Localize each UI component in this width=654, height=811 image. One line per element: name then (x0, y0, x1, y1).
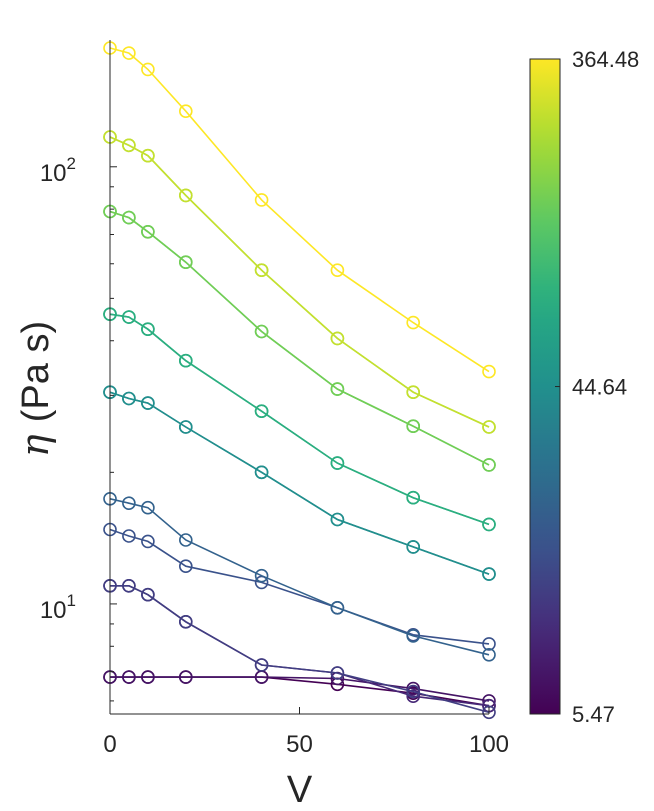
data-point (141, 500, 155, 515)
data-point (254, 324, 269, 339)
series-13 (103, 130, 496, 434)
x-tick-label: 100 (469, 731, 509, 758)
series-12 (103, 130, 496, 434)
data-point (141, 62, 155, 77)
data-point (406, 629, 421, 643)
series-line (109, 498, 490, 656)
data-point (179, 533, 193, 547)
data-point (330, 600, 345, 615)
series-line (109, 391, 490, 575)
series-11 (103, 204, 496, 472)
series-line (109, 136, 490, 428)
data-point (179, 104, 193, 118)
series-line (110, 584, 490, 707)
data-point (141, 396, 155, 410)
data-point (330, 331, 345, 346)
data-point (122, 138, 136, 153)
colorbar-tick-label: 44.64 (572, 375, 627, 400)
data-point (406, 385, 421, 400)
x-tick-label: 0 (103, 731, 116, 758)
data-point (482, 637, 496, 651)
data-point (330, 382, 345, 396)
data-point (141, 534, 155, 549)
data-point (122, 391, 136, 406)
data-point (122, 529, 136, 543)
data-point (179, 670, 193, 684)
series-line (109, 210, 490, 466)
data-point (330, 456, 345, 470)
series-line (109, 313, 490, 526)
data-point (179, 559, 193, 574)
data-point (482, 458, 496, 472)
data-point (330, 666, 345, 680)
data-point (122, 210, 136, 225)
series-5 (103, 491, 496, 662)
data-point (141, 225, 155, 239)
series-9 (103, 307, 496, 532)
y-tick-label: 101 (40, 591, 76, 624)
data-point (179, 614, 193, 629)
data-point (122, 310, 136, 324)
series-line (110, 584, 490, 714)
data-point (482, 567, 496, 581)
series-line (109, 391, 490, 575)
data-point (122, 670, 136, 684)
data-point (254, 193, 269, 207)
data-point (254, 263, 269, 278)
data-point (122, 578, 136, 593)
y-axis-label: η (Pa s) (13, 321, 57, 457)
data-point (254, 658, 269, 672)
data-point (330, 263, 345, 278)
series-line (109, 528, 490, 645)
data-point (141, 670, 155, 684)
data-point (406, 419, 421, 434)
data-point (122, 46, 136, 60)
data-point (179, 255, 193, 270)
data-point (254, 465, 269, 480)
y-tick-label: 102 (40, 154, 76, 187)
series-layer (103, 41, 496, 720)
series-7 (103, 385, 496, 581)
data-point (141, 587, 155, 602)
data-point (179, 420, 193, 434)
data-point (254, 404, 269, 419)
data-point (179, 188, 193, 203)
data-point (406, 684, 421, 699)
data-point (406, 540, 421, 554)
data-point (406, 689, 421, 704)
series-line (109, 210, 490, 466)
series-1 (103, 670, 496, 708)
data-point (254, 568, 269, 583)
series-3 (103, 578, 496, 720)
x-tick-label: 50 (286, 731, 313, 758)
data-point (141, 322, 155, 337)
series-14 (103, 41, 496, 379)
series-line (109, 47, 490, 373)
data-point (330, 512, 345, 527)
data-point (122, 496, 136, 511)
colorbar-tick-label: 364.48 (572, 47, 639, 72)
data-point (406, 490, 421, 505)
colorbar-tick-label: 5.47 (572, 702, 615, 727)
data-point (482, 420, 496, 434)
x-axis-label: V (287, 769, 313, 811)
data-point (406, 315, 421, 330)
data-point (482, 647, 496, 662)
data-point (141, 148, 155, 163)
data-point (482, 364, 496, 379)
data-point (482, 517, 496, 532)
series-line (110, 676, 490, 702)
axes-layer: 0 50 100 101 102 Vη (Pa s) (13, 40, 509, 811)
colorbar: 364.48 44.64 5.47 (529, 47, 639, 727)
series-line (109, 136, 490, 428)
data-point (482, 705, 496, 720)
series-4 (103, 522, 496, 651)
data-point (179, 353, 193, 368)
